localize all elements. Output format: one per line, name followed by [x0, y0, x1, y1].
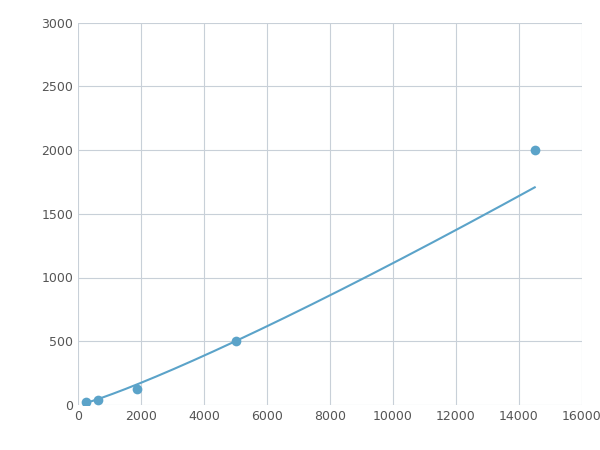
Point [530, 146, 539, 153]
Point [93, 396, 103, 404]
Point [132, 386, 142, 393]
Point [81, 399, 91, 406]
Point [230, 338, 240, 345]
